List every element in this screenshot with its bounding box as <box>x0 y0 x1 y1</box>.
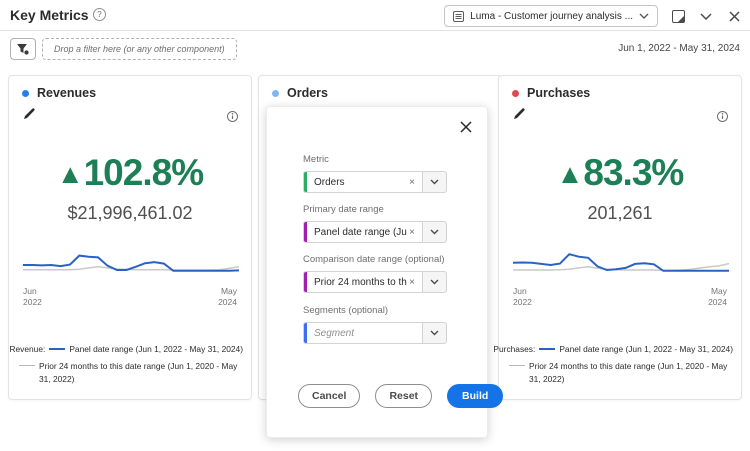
metric-combobox[interactable]: Orders × <box>303 171 422 193</box>
change-summary: ▲83.3% <box>499 152 741 194</box>
legend-comparison-label: Prior 24 months to this date range (Jun … <box>529 361 728 385</box>
card-purchases: Purchases ▲83.3% 201,261 Jun 2022 May 2024… <box>493 75 742 400</box>
metric-dot <box>272 89 279 97</box>
chevron-down-icon <box>430 279 439 285</box>
panel-date-range: Jun 1, 2022 - May 31, 2024 <box>618 43 740 54</box>
project-selector[interactable]: Luma - Customer journey analysis ... <box>444 5 658 27</box>
change-summary: ▲102.8% <box>9 152 251 194</box>
card-orders-header: Orders <box>272 86 328 100</box>
card-revenues: Revenues ▲102.8% $21,996,461.02 Jun 2022 … <box>8 75 252 400</box>
page-title: Key Metrics <box>10 7 89 23</box>
dialog-actions: Cancel Reset Build <box>298 384 504 408</box>
primary-line <box>513 253 729 272</box>
legend-primary-label: Panel date range (Jun 1, 2022 - May 31, … <box>69 344 243 354</box>
info-icon[interactable] <box>227 109 238 127</box>
filter-icon <box>17 43 30 56</box>
x-axis-end: May 2024 <box>218 286 237 308</box>
card-title: Purchases <box>527 86 591 100</box>
comparison-line <box>513 262 729 272</box>
legend-comparison-label: Prior 24 months to this date range (Jun … <box>39 361 238 385</box>
sparkline-chart[interactable] <box>23 247 239 283</box>
chevron-down-icon <box>430 330 439 336</box>
clear-icon[interactable]: × <box>409 276 415 288</box>
resize-icon[interactable] <box>670 8 686 24</box>
legend-metric-label: Purchases: <box>493 344 536 354</box>
segments-field-group: Segments (optional) Segment <box>303 305 447 344</box>
chart-legend: Purchases: Panel date range (Jun 1, 2022… <box>493 344 733 386</box>
field-value: Panel date range (Jun 1, 202... <box>314 226 407 238</box>
project-icon <box>453 10 465 22</box>
x-axis-start: Jun 2022 <box>513 286 532 308</box>
change-percent: 102.8% <box>83 152 204 193</box>
clear-icon[interactable]: × <box>409 176 415 188</box>
card-title: Revenues <box>37 86 97 100</box>
card-title: Orders <box>287 86 328 100</box>
metric-dot <box>512 89 519 97</box>
project-selector-value: Luma - Customer journey analysis ... <box>470 10 633 22</box>
x-axis-start: Jun 2022 <box>23 286 42 308</box>
chevron-down-icon <box>639 13 649 19</box>
build-button[interactable]: Build <box>447 384 504 408</box>
up-arrow-icon: ▲ <box>56 159 84 189</box>
dropdown-toggle[interactable] <box>422 221 447 243</box>
comparison-date-range-combobox[interactable]: Prior 24 months to this date... × <box>303 271 422 293</box>
field-label: Metric <box>303 154 329 165</box>
header-actions: Luma - Customer journey analysis ... <box>444 5 742 27</box>
primary-date-range-combobox[interactable]: Panel date range (Jun 1, 202... × <box>303 221 422 243</box>
field-label: Primary date range <box>303 204 384 215</box>
card-revenues-header: Revenues <box>22 86 96 100</box>
date-range-color-rail <box>304 222 307 242</box>
legend-primary-label: Panel date range (Jun 1, 2022 - May 31, … <box>559 344 733 354</box>
metric-color-rail <box>304 172 307 192</box>
comparison-date-range-field-group: Comparison date range (optional) Prior 2… <box>303 254 447 293</box>
date-range-color-rail <box>304 272 307 292</box>
dropdown-toggle[interactable] <box>422 322 447 344</box>
visualization-builder-dialog: Metric Orders × Primary date range Panel… <box>266 106 504 438</box>
reset-button[interactable]: Reset <box>375 384 433 408</box>
dropdown-toggle[interactable] <box>422 171 447 193</box>
primary-line-swatch <box>49 348 66 350</box>
field-label: Comparison date range (optional) <box>303 254 445 265</box>
change-percent: 83.3% <box>583 152 684 193</box>
close-dialog-icon[interactable] <box>460 120 472 138</box>
filter-drop-zone[interactable]: Drop a filter here (or any other compone… <box>42 38 237 60</box>
dropdown-toggle[interactable] <box>422 271 447 293</box>
info-icon[interactable] <box>717 109 728 127</box>
field-value: Prior 24 months to this date... <box>314 276 407 288</box>
collapse-panel-icon[interactable] <box>698 8 714 24</box>
segment-filter-button[interactable] <box>10 38 36 60</box>
chevron-down-icon <box>430 229 439 235</box>
up-arrow-icon: ▲ <box>556 159 584 189</box>
chevron-down-icon <box>430 179 439 185</box>
metric-dot <box>22 89 29 97</box>
primary-date-range-field-group: Primary date range Panel date range (Jun… <box>303 204 447 243</box>
close-panel-icon[interactable] <box>726 8 742 24</box>
x-axis-end: May 2024 <box>708 286 727 308</box>
field-placeholder: Segment <box>314 327 355 339</box>
chart-legend: Revenue: Panel date range (Jun 1, 2022 -… <box>9 344 243 386</box>
cancel-button[interactable]: Cancel <box>298 384 361 408</box>
edit-icon[interactable] <box>513 107 526 125</box>
card-purchases-header: Purchases <box>512 86 590 100</box>
metric-field-group: Metric Orders × <box>303 154 447 193</box>
primary-line-swatch <box>539 348 556 350</box>
comparison-line-swatch <box>19 365 35 366</box>
sparkline-chart[interactable] <box>513 247 729 283</box>
metric-value: 201,261 <box>587 203 653 223</box>
primary-line <box>23 254 239 272</box>
edit-icon[interactable] <box>23 107 36 125</box>
segment-combobox[interactable]: Segment <box>303 322 422 344</box>
legend-metric-label: Revenue: <box>9 344 46 354</box>
help-icon[interactable]: ? <box>93 8 106 21</box>
clear-icon[interactable]: × <box>409 226 415 238</box>
segment-color-rail <box>304 323 307 343</box>
field-value: Orders <box>314 176 345 188</box>
metric-value: $21,996,461.02 <box>67 203 193 223</box>
field-label: Segments (optional) <box>303 305 389 316</box>
comparison-line-swatch <box>509 365 525 366</box>
panel-header: Key Metrics ? Luma - Customer journey an… <box>0 0 750 31</box>
